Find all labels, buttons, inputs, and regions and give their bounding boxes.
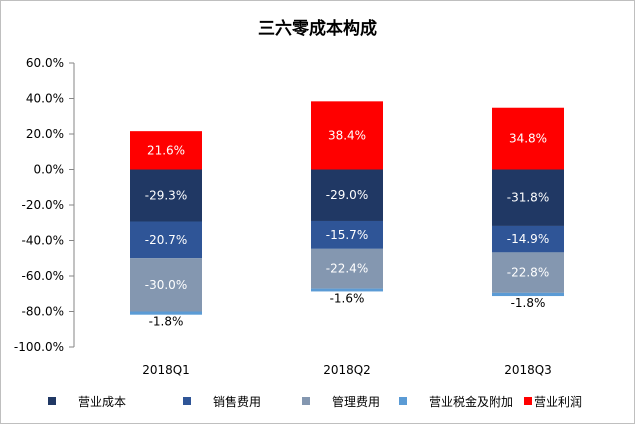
y-tick-label: -40.0% <box>22 234 64 248</box>
legend-item: 销售费用 <box>183 391 261 411</box>
y-tick-label: 40.0% <box>26 92 64 106</box>
data-label: -15.7% <box>326 228 368 242</box>
legend-item: 营业税金及附加 <box>399 391 513 411</box>
y-tick-label: -80.0% <box>22 305 64 319</box>
data-label: -31.8% <box>507 191 549 205</box>
data-label: -29.0% <box>326 188 368 202</box>
data-label: -20.7% <box>145 233 187 247</box>
bar-segment <box>311 169 383 221</box>
bar-segment <box>492 107 564 170</box>
bar-segment <box>492 169 564 226</box>
data-label: -1.6% <box>330 291 365 305</box>
data-label: -22.4% <box>326 262 368 276</box>
y-tick-label: 0.0% <box>34 163 65 177</box>
legend-label: 销售费用 <box>213 394 262 409</box>
data-label: 21.6% <box>147 143 185 157</box>
y-tick-label: -60.0% <box>22 269 64 283</box>
legend-swatch <box>48 397 56 405</box>
data-label: -14.9% <box>507 232 549 246</box>
bar-segment <box>311 288 383 292</box>
legend-label: 营业利润 <box>534 394 583 409</box>
data-label: 34.8% <box>509 132 547 146</box>
bar-segment <box>130 221 202 259</box>
chart-legend: 营业成本 销售费用 管理费用 营业税金及附加 营业利润 <box>0 391 635 411</box>
data-label: 38.4% <box>328 128 366 142</box>
legend-swatch <box>302 397 310 405</box>
bar-segment <box>130 131 202 170</box>
legend-swatch <box>399 397 407 405</box>
bar-segment <box>492 252 564 293</box>
bar-segment <box>492 225 564 253</box>
data-label: -1.8% <box>511 296 546 310</box>
bar-segment <box>311 220 383 249</box>
y-tick-label: 20.0% <box>26 127 64 141</box>
y-tick-label: -20.0% <box>22 198 64 212</box>
bar-segment <box>130 311 202 315</box>
bar-segment <box>311 101 383 170</box>
data-label: -30.0% <box>145 278 187 292</box>
legend-swatch <box>183 397 191 405</box>
legend-swatch <box>524 397 532 405</box>
legend-label: 营业税金及附加 <box>429 394 514 409</box>
data-label: -1.8% <box>149 315 184 329</box>
y-tick-label: 60.0% <box>26 56 64 70</box>
legend-item: 管理费用 <box>302 391 380 411</box>
x-category-label: 2018Q3 <box>504 363 552 377</box>
legend-label: 营业成本 <box>78 394 127 409</box>
data-label: -22.8% <box>507 266 549 280</box>
data-label: -29.3% <box>145 189 187 203</box>
x-category-label: 2018Q2 <box>323 363 371 377</box>
legend-item: 营业利润 <box>524 391 582 411</box>
y-tick-label: -100.0% <box>14 340 64 354</box>
chart-title: 三六零成本构成 <box>258 19 377 39</box>
bar-segment <box>492 292 564 297</box>
legend-item: 营业成本 <box>48 391 126 411</box>
legend-label: 管理费用 <box>332 394 381 409</box>
bar-segment <box>311 248 383 289</box>
x-category-label: 2018Q1 <box>142 363 190 377</box>
bar-segment <box>130 258 202 312</box>
bar-segment <box>130 169 202 222</box>
